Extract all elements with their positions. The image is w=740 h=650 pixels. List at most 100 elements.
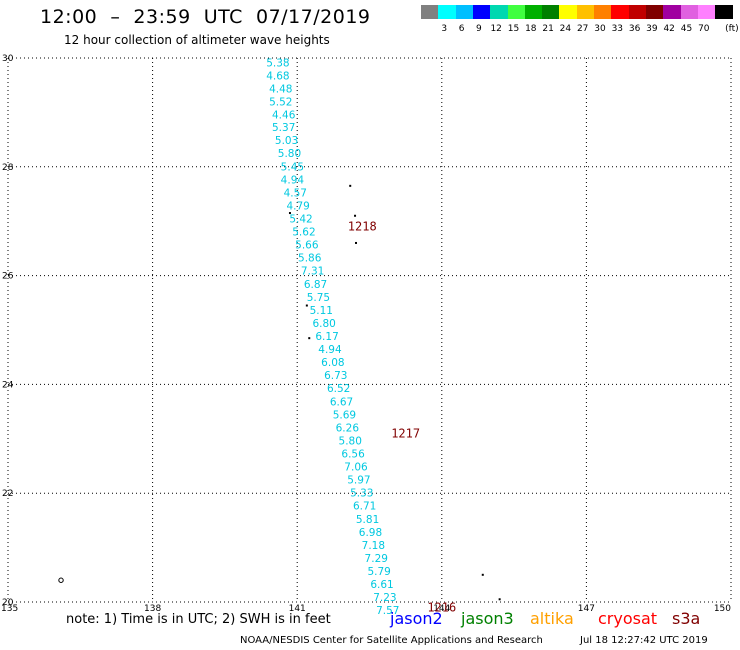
marker-point bbox=[305, 304, 308, 307]
data-point-label: 7.29 bbox=[365, 553, 388, 565]
marker-point bbox=[354, 214, 357, 217]
data-point-label: 5.80 bbox=[278, 148, 301, 160]
marker-point bbox=[498, 598, 501, 601]
data-point-label: 7.06 bbox=[344, 462, 368, 474]
legend-swatch bbox=[455, 5, 474, 19]
marker-point bbox=[288, 212, 291, 215]
marker-point bbox=[58, 577, 64, 583]
legend-label: 30 bbox=[594, 24, 606, 34]
data-point-label: 5.52 bbox=[269, 97, 292, 109]
data-point-label: 5.79 bbox=[367, 566, 390, 578]
legend-label: 27 bbox=[576, 24, 589, 34]
legend-swatch bbox=[524, 5, 543, 19]
data-point-label: 6.08 bbox=[321, 357, 344, 369]
data-point-label: 6.98 bbox=[359, 527, 382, 539]
data-point-label: 7.57 bbox=[376, 605, 399, 617]
data-point-label: 7.23 bbox=[373, 592, 396, 604]
legend-swatch bbox=[697, 5, 716, 19]
legend-swatch bbox=[645, 5, 664, 19]
legend-label: 42 bbox=[663, 24, 675, 34]
data-point-label: 5.42 bbox=[289, 213, 312, 225]
legend-swatch bbox=[559, 5, 578, 19]
orbit-number-label: 1217 bbox=[391, 426, 420, 440]
y-tick-label: 24 bbox=[2, 380, 14, 390]
y-tick-label: 30 bbox=[2, 54, 14, 64]
mission-s3a: s3a bbox=[672, 609, 701, 628]
data-point-label: 7.31 bbox=[301, 266, 324, 278]
footnote: note: 1) Time is in UTC; 2) SWH is in fe… bbox=[66, 612, 331, 627]
legend-swatch bbox=[594, 5, 612, 19]
x-tick-label: 141 bbox=[289, 604, 306, 614]
data-point-label: 4.57 bbox=[284, 187, 307, 199]
data-point-label: 5.03 bbox=[275, 135, 298, 147]
legend-label: 9 bbox=[476, 24, 482, 34]
data-point-label: 5.86 bbox=[298, 253, 322, 265]
data-point-label: 5.45 bbox=[281, 161, 304, 173]
legend-swatch bbox=[576, 5, 595, 19]
legend-label: 6 bbox=[458, 24, 465, 34]
credit-line: NOAA/NESDIS Center for Satellite Applica… bbox=[240, 635, 543, 646]
y-tick-label: 28 bbox=[2, 163, 14, 173]
legend-label: 15 bbox=[507, 24, 520, 34]
legend-swatch bbox=[490, 5, 509, 19]
x-tick-label: 144 bbox=[433, 604, 450, 614]
legend-label: 21 bbox=[542, 24, 554, 34]
legend-swatch bbox=[680, 5, 699, 19]
legend-swatch bbox=[628, 5, 647, 19]
legend-unit: (ft) bbox=[725, 24, 739, 34]
legend-swatch bbox=[421, 5, 439, 19]
data-point-label: 5.97 bbox=[347, 475, 370, 487]
data-point-label: 6.56 bbox=[341, 448, 365, 460]
data-point-label: 5.38 bbox=[266, 57, 289, 69]
orbit-number-label: 1216 bbox=[427, 600, 456, 614]
legend-label: 24 bbox=[559, 24, 572, 34]
legend-label: 3 bbox=[441, 24, 448, 34]
legend-label: 39 bbox=[646, 24, 658, 34]
data-point-label: 4.79 bbox=[286, 200, 309, 212]
data-point-label: 4.48 bbox=[269, 83, 292, 95]
x-tick-label: 150 bbox=[714, 604, 731, 614]
mission-jason3: jason3 bbox=[461, 609, 514, 628]
page-subtitle: 12 hour collection of altimeter wave hei… bbox=[64, 33, 330, 47]
page-title: 12:00 – 23:59 UTC 07/17/2019 bbox=[40, 6, 371, 28]
legend-label: 70 bbox=[698, 24, 710, 34]
data-point-label: 5.75 bbox=[307, 292, 330, 304]
data-point-label: 5.81 bbox=[356, 514, 379, 526]
data-point-label: 5.80 bbox=[339, 435, 362, 447]
legend-swatch bbox=[663, 5, 682, 19]
data-point-label: 6.71 bbox=[353, 501, 376, 513]
legend-swatch bbox=[507, 5, 526, 19]
y-tick-label: 26 bbox=[2, 272, 14, 282]
marker-point bbox=[355, 241, 358, 244]
legend-label: 12 bbox=[490, 24, 502, 34]
legend-label: 45 bbox=[680, 24, 693, 34]
data-point-label: 5.66 bbox=[295, 240, 319, 252]
data-point-label: 6.80 bbox=[312, 318, 335, 330]
data-point-label: 4.94 bbox=[281, 174, 305, 186]
orbit-number-label: 1218 bbox=[348, 220, 377, 234]
legend-swatch bbox=[438, 5, 457, 19]
data-point-label: 6.26 bbox=[336, 422, 360, 434]
x-tick-label: 147 bbox=[578, 604, 595, 614]
data-point-label: 5.33 bbox=[350, 488, 373, 500]
data-point-label: 5.69 bbox=[333, 409, 356, 421]
data-point-label: 6.73 bbox=[324, 370, 347, 382]
legend-swatch bbox=[472, 5, 491, 19]
legend-label: 18 bbox=[525, 24, 537, 34]
y-tick-label: 20 bbox=[2, 598, 14, 608]
legend-label: 36 bbox=[628, 24, 641, 34]
legend-label: 33 bbox=[611, 24, 624, 34]
data-point-label: 7.18 bbox=[362, 540, 385, 552]
mission-jason2: jason2 bbox=[390, 609, 443, 628]
data-point-label: 6.17 bbox=[315, 331, 338, 343]
x-tick-label: 135 bbox=[1, 604, 18, 614]
y-tick-label: 22 bbox=[2, 489, 13, 499]
data-point-label: 4.94 bbox=[318, 344, 342, 356]
marker-point bbox=[349, 184, 352, 187]
legend-swatch bbox=[715, 5, 734, 19]
data-point-label: 6.67 bbox=[330, 396, 353, 408]
legend-swatch bbox=[611, 5, 630, 19]
legend-swatch bbox=[542, 5, 561, 19]
data-point-label: 6.61 bbox=[370, 579, 393, 591]
